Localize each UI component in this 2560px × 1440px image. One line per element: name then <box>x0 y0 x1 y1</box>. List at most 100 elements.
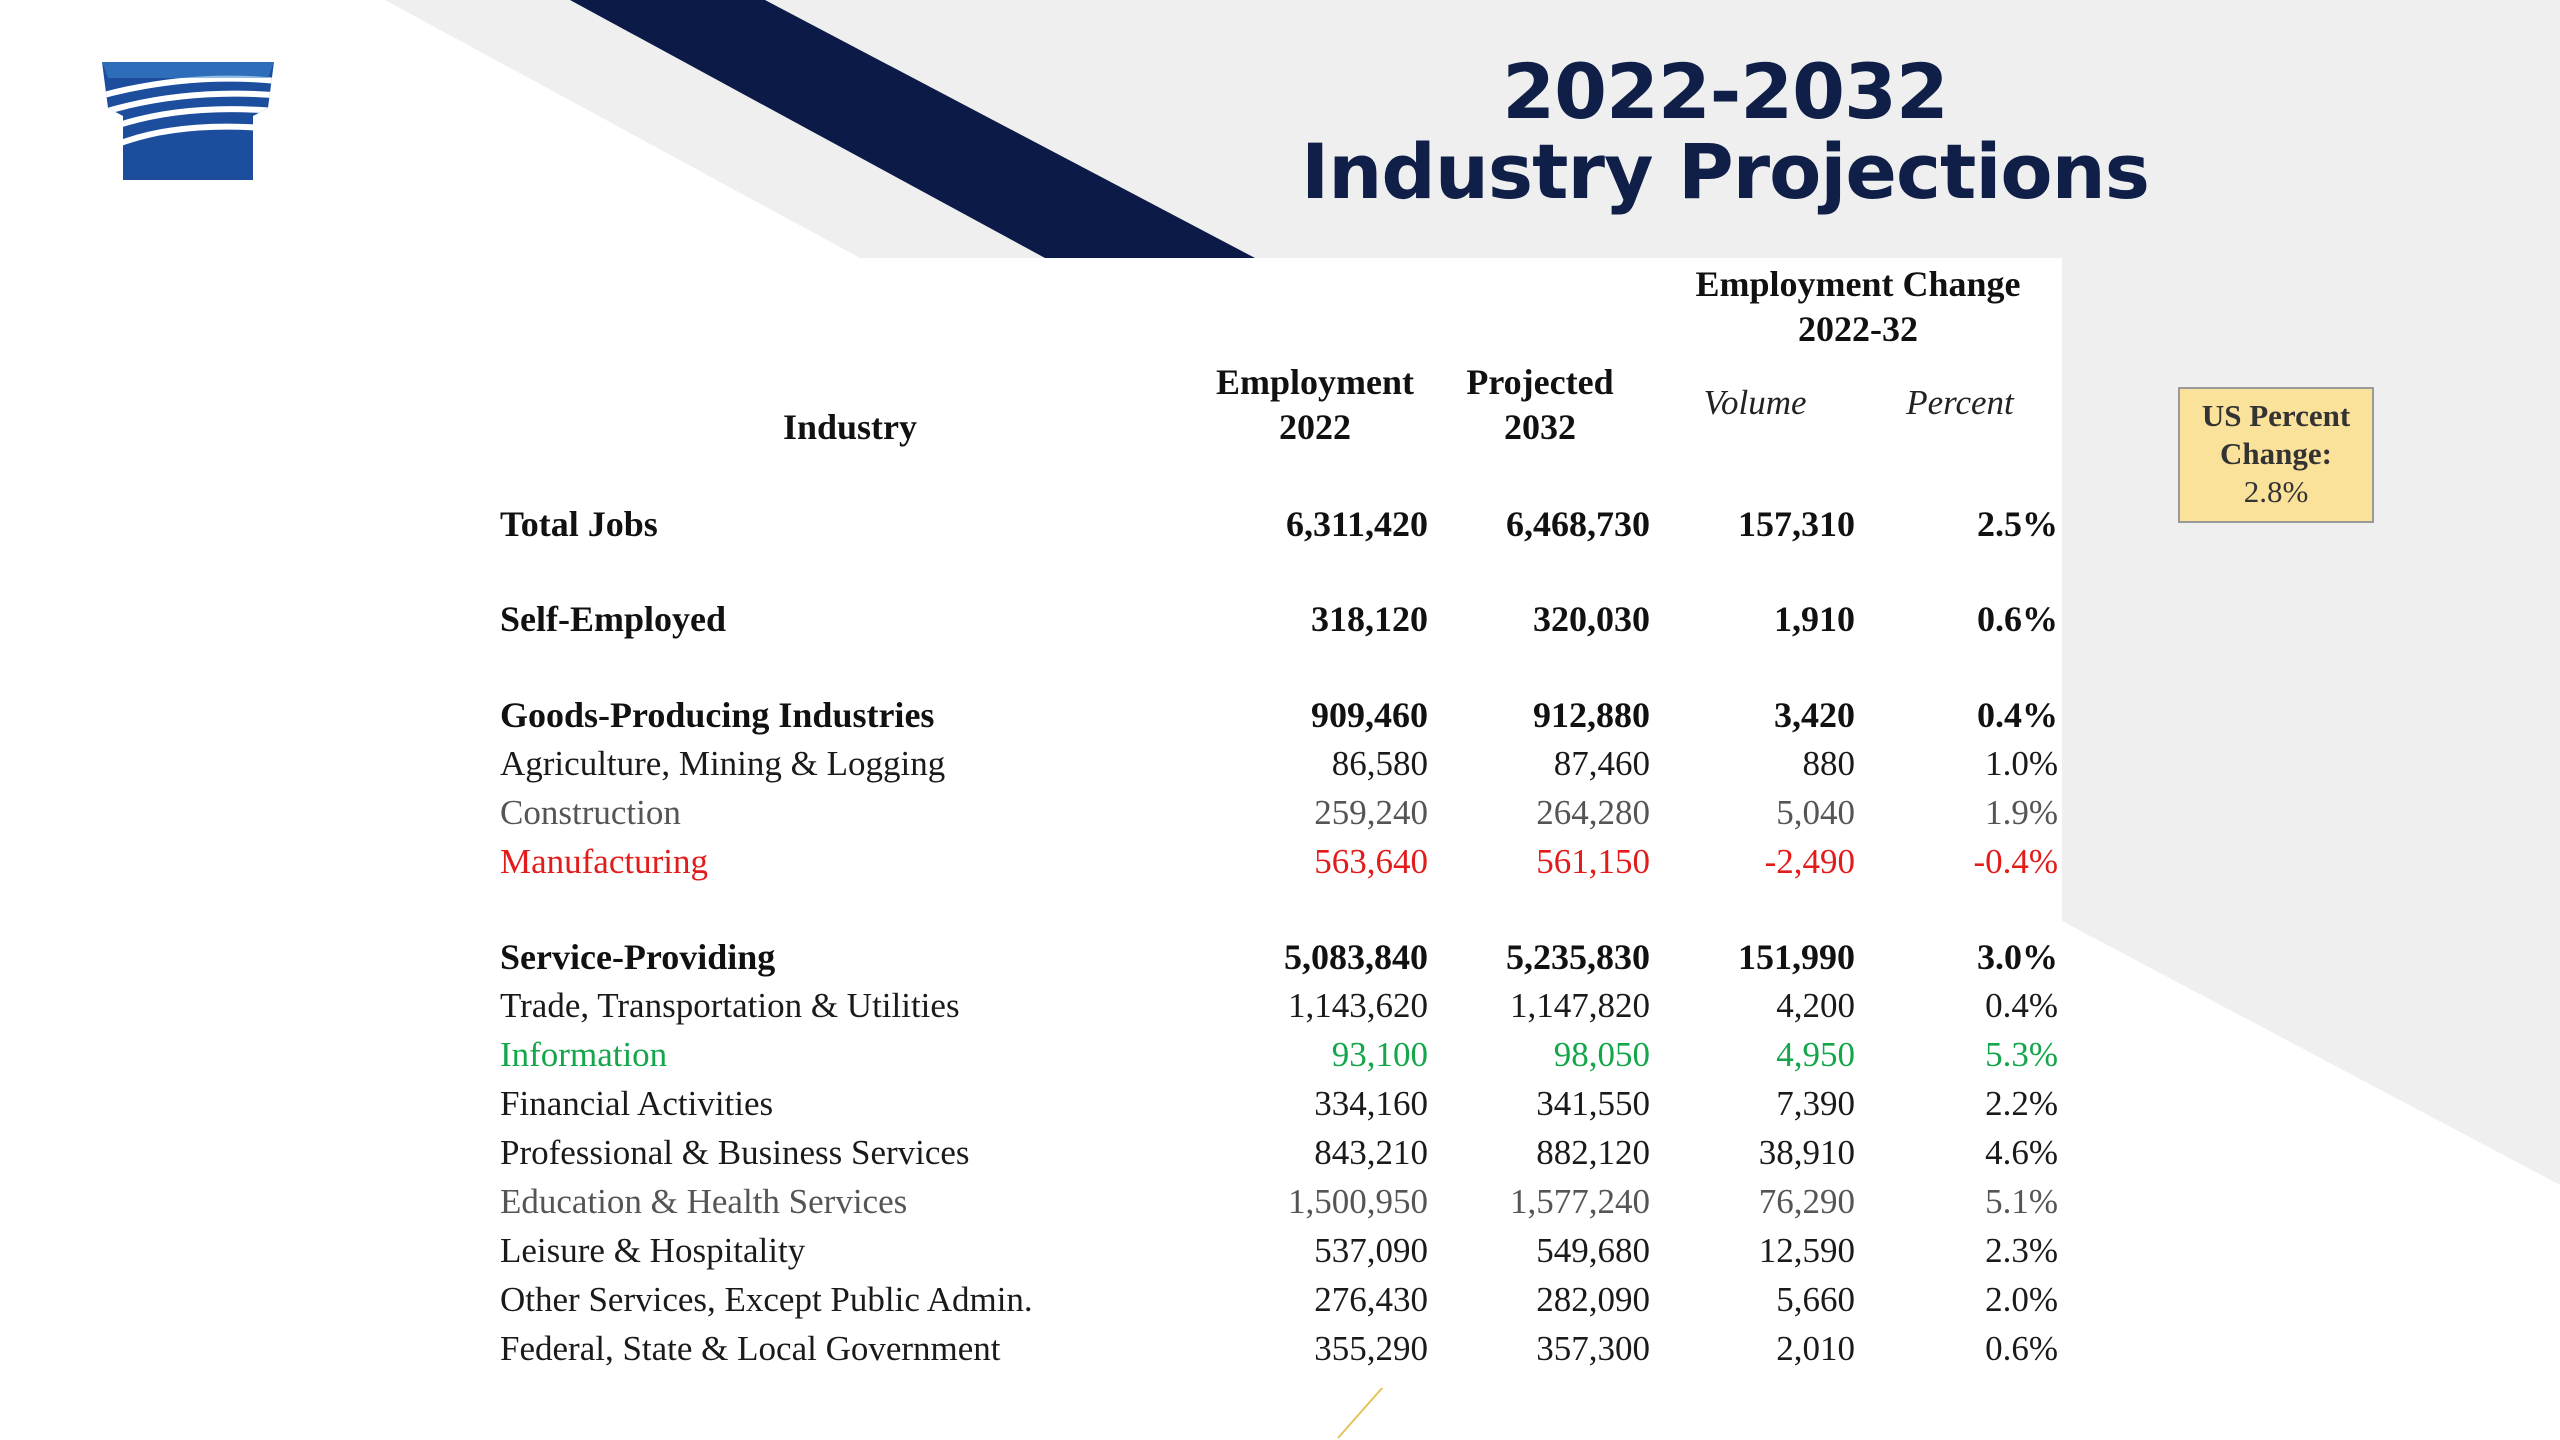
table-row-goods-producing: Goods-Producing Industries 909,460 912,8… <box>0 691 2100 739</box>
employment-2022-value: 334,160 <box>1314 1084 1428 1123</box>
employment-2022-value: 1,500,950 <box>1288 1182 1428 1221</box>
change-percent-value: 3.0% <box>1977 937 2058 977</box>
industry-name: Service-Providing <box>500 937 776 977</box>
industry-name: Federal, State & Local Government <box>500 1329 1001 1368</box>
change-percent-value: 1.9% <box>1985 793 2058 832</box>
change-volume-value: 3,420 <box>1774 695 1855 735</box>
title-line-1: 2022-2032 <box>1502 47 1949 136</box>
employment-2022-value: 276,430 <box>1314 1280 1428 1319</box>
employment-2022-value: 93,100 <box>1331 1035 1428 1074</box>
change-percent-value: 2.3% <box>1985 1231 2058 1270</box>
change-volume-value: -2,490 <box>1764 842 1855 881</box>
employment-2022-value: 318,120 <box>1311 599 1428 639</box>
header-employment-2022: Employment 2022 <box>1195 360 1435 450</box>
change-volume-value: 1,910 <box>1774 599 1855 639</box>
projected-2032-value: 320,030 <box>1533 599 1650 639</box>
industry-name: Leisure & Hospitality <box>500 1231 806 1270</box>
change-percent-value: 0.6% <box>1985 1329 2058 1368</box>
header-change-line-1: Employment Change <box>1695 264 2021 304</box>
keystone-logo-icon <box>102 62 274 180</box>
change-percent-value: 0.6% <box>1977 599 2058 639</box>
employment-2022-value: 86,580 <box>1331 744 1428 783</box>
projected-2032-value: 1,147,820 <box>1510 986 1650 1025</box>
employment-2022-value: 6,311,420 <box>1285 504 1428 544</box>
header-employment-line-2: 2022 <box>1279 407 1351 447</box>
change-volume-value: 12,590 <box>1758 1231 1855 1270</box>
projected-2032-value: 882,120 <box>1536 1133 1650 1172</box>
industry-name: Goods-Producing Industries <box>500 695 935 735</box>
industry-name: Professional & Business Services <box>500 1133 970 1172</box>
page-title: 2022-2032 Industry Projections <box>1200 52 2250 212</box>
table-row-leisure: Leisure & Hospitality 537,090 549,680 12… <box>0 1227 2100 1275</box>
change-volume-value: 4,200 <box>1776 986 1855 1025</box>
table-row-other-services: Other Services, Except Public Admin. 276… <box>0 1276 2100 1324</box>
us-percent-label-line-1: US Percent <box>2201 398 2351 433</box>
header-employment-change: Employment Change 2022-32 <box>1650 262 2066 352</box>
change-volume-value: 38,910 <box>1758 1133 1855 1172</box>
table-row-trade-transportation: Trade, Transportation & Utilities 1,143,… <box>0 982 2100 1030</box>
table-row-self-employed: Self-Employed 318,120 320,030 1,910 0.6% <box>0 595 2100 643</box>
industry-name: Financial Activities <box>500 1084 774 1123</box>
change-volume-value: 7,390 <box>1776 1084 1855 1123</box>
projected-2032-value: 561,150 <box>1536 842 1650 881</box>
industry-name: Self-Employed <box>500 599 727 639</box>
change-percent-value: 4.6% <box>1985 1133 2058 1172</box>
change-percent-value: 1.0% <box>1985 744 2058 783</box>
header-projected-line-2: 2032 <box>1504 407 1576 447</box>
industry-name: Construction <box>500 793 681 832</box>
employment-2022-value: 909,460 <box>1311 695 1428 735</box>
change-percent-value: -0.4% <box>1973 842 2058 881</box>
title-line-2: Industry Projections <box>1301 127 2150 216</box>
change-percent-value: 0.4% <box>1985 986 2058 1025</box>
industry-name: Education & Health Services <box>500 1182 908 1221</box>
change-volume-value: 157,310 <box>1738 504 1855 544</box>
projected-2032-value: 87,460 <box>1553 744 1650 783</box>
us-percent-change-box: US Percent Change: 2.8% <box>2178 387 2374 523</box>
header-industry: Industry <box>782 407 918 447</box>
change-percent-value: 0.4% <box>1977 695 2058 735</box>
table-row-total-jobs: Total Jobs 6,311,420 6,468,730 157,310 2… <box>0 500 2100 548</box>
employment-2022-value: 537,090 <box>1314 1231 1428 1270</box>
projected-2032-value: 6,468,730 <box>1506 504 1650 544</box>
change-percent-value: 2.0% <box>1985 1280 2058 1319</box>
employment-2022-value: 355,290 <box>1314 1329 1428 1368</box>
projected-2032-value: 264,280 <box>1536 793 1650 832</box>
employment-2022-value: 5,083,840 <box>1284 937 1428 977</box>
employment-2022-value: 259,240 <box>1314 793 1428 832</box>
industry-name: Other Services, Except Public Admin. <box>500 1280 1033 1319</box>
change-percent-value: 2.5% <box>1977 504 2058 544</box>
header-projected-line-1: Projected <box>1466 362 1614 402</box>
employment-2022-value: 563,640 <box>1314 842 1428 881</box>
header-employment-line-1: Employment <box>1216 362 1414 402</box>
industry-name: Agriculture, Mining & Logging <box>500 744 946 783</box>
projected-2032-value: 1,577,240 <box>1510 1182 1650 1221</box>
industry-name: Total Jobs <box>500 504 658 544</box>
projected-2032-value: 5,235,830 <box>1506 937 1650 977</box>
change-volume-value: 4,950 <box>1776 1035 1855 1074</box>
header-volume: Volume <box>1703 383 1807 422</box>
header-percent: Percent <box>1906 383 2014 422</box>
change-volume-value: 5,660 <box>1776 1280 1855 1319</box>
industry-name: Manufacturing <box>500 842 708 881</box>
change-volume-value: 151,990 <box>1738 937 1855 977</box>
navy-stripe-shape <box>570 0 1255 258</box>
change-volume-value: 5,040 <box>1776 793 1855 832</box>
table-row-government: Federal, State & Local Government 355,29… <box>0 1325 2100 1373</box>
projected-2032-value: 912,880 <box>1533 695 1650 735</box>
projected-2032-value: 282,090 <box>1536 1280 1650 1319</box>
table-row-information: Information 93,100 98,050 4,950 5.3% <box>0 1031 2100 1079</box>
industry-name: Information <box>500 1035 668 1074</box>
header-projected-2032: Projected 2032 <box>1440 360 1640 450</box>
employment-2022-value: 843,210 <box>1314 1133 1428 1172</box>
header-change-line-2: 2022-32 <box>1798 309 1918 349</box>
table-row-agriculture: Agriculture, Mining & Logging 86,580 87,… <box>0 740 2100 788</box>
table-row-professional: Professional & Business Services 843,210… <box>0 1129 2100 1177</box>
industry-name: Trade, Transportation & Utilities <box>500 986 960 1025</box>
table-panel <box>458 258 2062 1388</box>
change-volume-value: 76,290 <box>1758 1182 1855 1221</box>
projected-2032-value: 98,050 <box>1553 1035 1650 1074</box>
change-percent-value: 5.1% <box>1985 1182 2058 1221</box>
table-row-manufacturing: Manufacturing 563,640 561,150 -2,490 -0.… <box>0 838 2100 886</box>
projected-2032-value: 357,300 <box>1536 1329 1650 1368</box>
